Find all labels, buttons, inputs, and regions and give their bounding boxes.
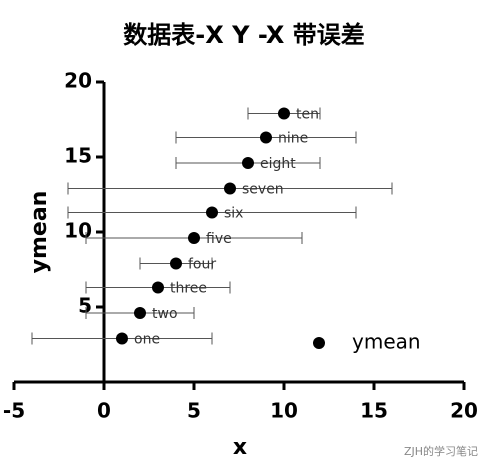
point-label: five xyxy=(206,231,232,247)
point xyxy=(206,206,218,219)
point-label: three xyxy=(170,281,207,297)
legend-marker xyxy=(313,337,325,349)
x-tick-label: 15 xyxy=(360,399,388,423)
x-axis-label: x xyxy=(233,435,247,460)
point xyxy=(170,257,182,270)
x-tick-label: 10 xyxy=(270,399,298,423)
point xyxy=(278,107,290,120)
point xyxy=(224,182,236,195)
point-label: eight xyxy=(260,156,296,172)
x-tick-label: 20 xyxy=(450,399,478,423)
point-label: two xyxy=(152,306,178,322)
point-label: ten xyxy=(296,107,319,123)
x-tick-label: -5 xyxy=(3,399,25,423)
point xyxy=(242,157,254,169)
point-label: six xyxy=(224,206,243,222)
point-label: four xyxy=(188,257,216,273)
point xyxy=(152,281,164,294)
point-label: seven xyxy=(242,182,284,198)
chart-title: 数据表-X Y -X 带误差 xyxy=(123,21,364,49)
legend-label: ymean xyxy=(352,330,421,354)
point-label: nine xyxy=(278,131,308,147)
y-tick-label: 20 xyxy=(64,69,92,93)
x-tick-label: 0 xyxy=(97,399,111,423)
y-axis-label: ymean xyxy=(27,191,52,274)
point xyxy=(116,332,128,345)
point-label: one xyxy=(134,332,160,348)
y-tick-label: 10 xyxy=(64,219,92,243)
watermark: ZJH的学习笔记 xyxy=(404,444,478,458)
y-tick-label: 5 xyxy=(78,294,92,318)
x-tick-label: 5 xyxy=(187,399,201,423)
point xyxy=(260,131,272,144)
y-tick-label: 15 xyxy=(64,144,92,168)
point xyxy=(134,307,146,319)
point xyxy=(188,232,200,244)
